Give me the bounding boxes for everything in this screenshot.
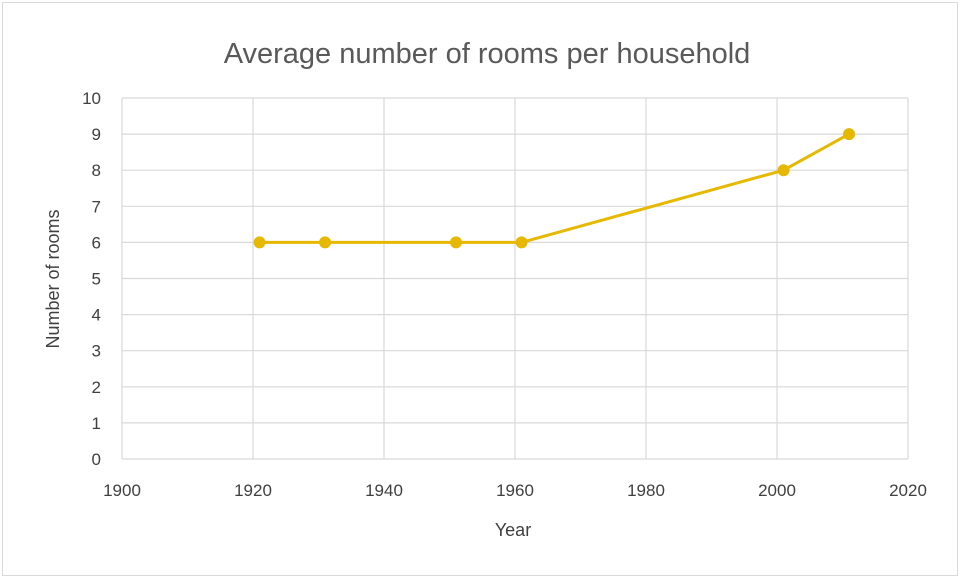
data-point	[515, 236, 528, 249]
y-axis-label: Number of rooms	[43, 209, 63, 348]
y-tick-label: 2	[92, 378, 101, 397]
grid	[121, 97, 909, 460]
x-tick-label: 1940	[365, 481, 403, 500]
y-tick-label: 1	[92, 414, 101, 433]
x-tick-label: 2020	[889, 481, 927, 500]
data-point	[319, 236, 332, 249]
data-point	[843, 128, 856, 141]
data-point	[450, 236, 463, 249]
y-tick-label: 9	[92, 125, 101, 144]
data-point	[253, 236, 266, 249]
y-tick-label: 7	[92, 197, 101, 216]
y-tick-label: 8	[92, 161, 101, 180]
series-line	[259, 132, 850, 244]
y-tick-label: 6	[92, 233, 101, 252]
y-axis-ticks: 0 1 2 3 4 5 6 7 8 9 10	[82, 89, 101, 469]
x-axis-label: Year	[495, 520, 531, 540]
chart-title: Average number of rooms per household	[224, 38, 751, 70]
y-tick-label: 5	[92, 270, 101, 289]
y-tick-label: 3	[92, 342, 101, 361]
y-tick-label: 4	[92, 306, 101, 325]
series-group	[253, 128, 856, 249]
x-tick-label: 2000	[758, 481, 796, 500]
x-axis-ticks: 1900 1920 1940 1960 1980 2000 2020	[103, 481, 927, 500]
x-tick-label: 1960	[496, 481, 534, 500]
y-tick-label: 0	[92, 450, 101, 469]
x-tick-label: 1980	[627, 481, 665, 500]
y-tick-label: 10	[82, 89, 101, 108]
data-point	[777, 164, 790, 177]
x-tick-label: 1920	[234, 481, 272, 500]
x-tick-label: 1900	[103, 481, 141, 500]
